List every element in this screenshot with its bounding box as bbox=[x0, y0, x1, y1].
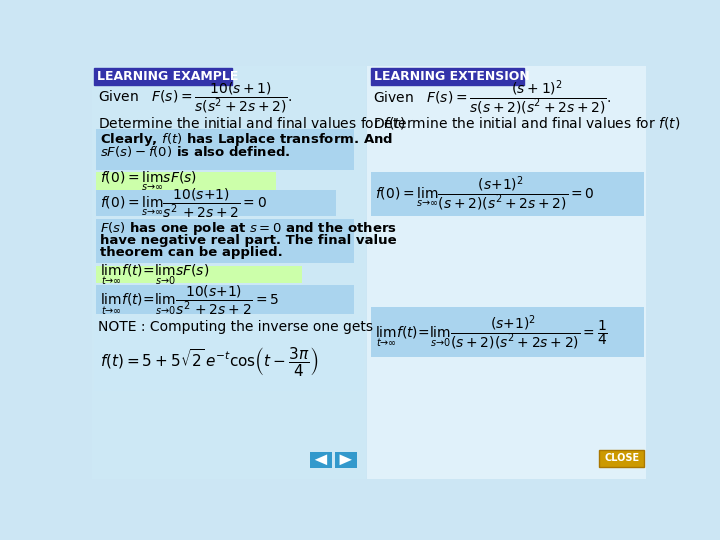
Text: Clearly, $\mathit{f(t)}$ has Laplace transform. And: Clearly, $\mathit{f(t)}$ has Laplace tra… bbox=[100, 131, 393, 148]
FancyBboxPatch shape bbox=[372, 172, 644, 217]
Text: $f(0) = \lim_{s\to\infty} sF(s)$: $f(0) = \lim_{s\to\infty} sF(s)$ bbox=[100, 170, 197, 193]
FancyBboxPatch shape bbox=[310, 452, 332, 468]
FancyBboxPatch shape bbox=[96, 190, 336, 215]
FancyBboxPatch shape bbox=[94, 68, 232, 85]
Text: LEARNING EXAMPLE: LEARNING EXAMPLE bbox=[97, 70, 238, 83]
Text: $f(t) = 5 + 5\sqrt{2}\,e^{-t}\cos\!\left(t - \dfrac{3\pi}{4}\right)$: $f(t) = 5 + 5\sqrt{2}\,e^{-t}\cos\!\left… bbox=[100, 345, 318, 378]
Text: $\mathit{F(s)}$ has one pole at $\mathit{s=0}$ and the others: $\mathit{F(s)}$ has one pole at $\mathit… bbox=[100, 220, 397, 237]
Text: $\mathit{sF(s)}-\mathit{f(0)}$ is also defined.: $\mathit{sF(s)}-\mathit{f(0)}$ is also d… bbox=[100, 144, 291, 159]
Text: $f(0) = \lim_{s\to\infty} \dfrac{(s+1)^2}{(s+2)(s^2+2s+2)} = 0$: $f(0) = \lim_{s\to\infty} \dfrac{(s+1)^2… bbox=[375, 175, 595, 213]
FancyBboxPatch shape bbox=[91, 66, 366, 479]
FancyBboxPatch shape bbox=[335, 452, 356, 468]
FancyBboxPatch shape bbox=[96, 172, 276, 190]
Text: Determine the initial and final values for $f(t)$: Determine the initial and final values f… bbox=[98, 116, 405, 131]
FancyBboxPatch shape bbox=[372, 307, 644, 357]
FancyBboxPatch shape bbox=[96, 219, 354, 264]
FancyBboxPatch shape bbox=[367, 66, 647, 479]
Text: $\lim_{t\to\infty} f(t) = \lim_{s\to 0} \dfrac{10(s+1)}{s^2+2s+2} = 5$: $\lim_{t\to\infty} f(t) = \lim_{s\to 0} … bbox=[100, 282, 279, 316]
FancyBboxPatch shape bbox=[96, 285, 354, 314]
Polygon shape bbox=[340, 455, 352, 465]
Text: Determine the initial and final values for $f(t)$: Determine the initial and final values f… bbox=[373, 116, 680, 131]
FancyBboxPatch shape bbox=[96, 130, 354, 170]
Text: Given   $F(s) = \dfrac{10(s+1)}{s(s^2+2s+2)}$.: Given $F(s) = \dfrac{10(s+1)}{s(s^2+2s+2… bbox=[98, 80, 292, 116]
Text: LEARNING EXTENSION: LEARNING EXTENSION bbox=[374, 70, 529, 83]
Text: have negative real part. The final value: have negative real part. The final value bbox=[100, 234, 397, 247]
Text: $\lim_{t\to\infty} f(t) = \lim_{s\to 0} sF(s)$: $\lim_{t\to\infty} f(t) = \lim_{s\to 0} … bbox=[100, 262, 210, 287]
Text: Given   $F(s) = \dfrac{(s+1)^2}{s(s+2)(s^2+2s+2)}$.: Given $F(s) = \dfrac{(s+1)^2}{s(s+2)(s^2… bbox=[373, 79, 611, 117]
FancyBboxPatch shape bbox=[371, 68, 524, 85]
FancyBboxPatch shape bbox=[599, 450, 644, 467]
Text: CLOSE: CLOSE bbox=[604, 453, 639, 463]
Text: $\lim_{t\to\infty} f(t) = \lim_{s\to 0} \dfrac{(s+1)^2}{(s+2)(s^2+2s+2)} = \dfra: $\lim_{t\to\infty} f(t) = \lim_{s\to 0} … bbox=[375, 314, 608, 352]
Polygon shape bbox=[315, 455, 327, 465]
Text: $f(0) = \lim_{s\to\infty} \dfrac{10(s+1)}{s^2+2s+2} = 0$: $f(0) = \lim_{s\to\infty} \dfrac{10(s+1)… bbox=[100, 186, 267, 220]
Text: NOTE : Computing the inverse one gets: NOTE : Computing the inverse one gets bbox=[98, 320, 373, 334]
FancyBboxPatch shape bbox=[94, 318, 364, 390]
Text: theorem can be applied.: theorem can be applied. bbox=[100, 246, 283, 259]
FancyBboxPatch shape bbox=[96, 266, 302, 284]
